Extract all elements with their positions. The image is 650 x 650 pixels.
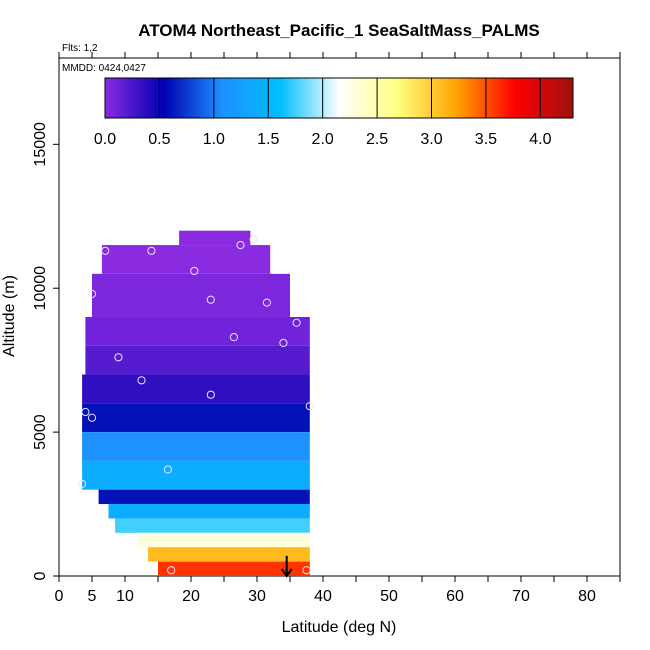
sample-point-12 bbox=[137, 376, 146, 385]
sample-point-20 bbox=[302, 566, 311, 575]
arrow-head bbox=[280, 568, 293, 578]
heatmap-cell-10 bbox=[108, 504, 310, 519]
sample-point-3 bbox=[147, 246, 156, 255]
sample-point-9 bbox=[229, 333, 238, 342]
sample-point-4 bbox=[190, 266, 199, 276]
x-tick-label: 80 bbox=[578, 588, 596, 605]
x-axis: 0 5 10 20 30 40 50 60 70 80 bbox=[55, 52, 621, 605]
sample-point-0 bbox=[249, 235, 258, 244]
position-arrow bbox=[280, 555, 293, 578]
plot-frame bbox=[58, 57, 621, 577]
colorbar-tick-label: 4.0 bbox=[529, 131, 551, 148]
sample-point-17 bbox=[163, 465, 172, 474]
sample-point-8 bbox=[292, 318, 301, 327]
sample-point-13 bbox=[206, 390, 215, 399]
x-tick-label: 70 bbox=[512, 588, 530, 605]
sample-point-15 bbox=[81, 407, 90, 417]
sample-point-10 bbox=[279, 338, 288, 347]
heatmap-cell-7 bbox=[82, 432, 310, 461]
colorbar-tick-label: 3.5 bbox=[475, 131, 497, 148]
heatmap-cell-6 bbox=[82, 403, 310, 433]
heatmap-cell-4 bbox=[85, 345, 310, 375]
heatmap-cell-0 bbox=[179, 230, 251, 246]
sample-point-11 bbox=[114, 353, 123, 362]
x-tick-label: 50 bbox=[380, 588, 398, 605]
sample-point-1 bbox=[236, 240, 245, 250]
colorbar-tick-label: 0.0 bbox=[94, 131, 116, 148]
sample-point-6 bbox=[206, 295, 215, 304]
flights-label: Flts: 1,2 bbox=[62, 43, 98, 54]
y-tick-label: 10000 bbox=[32, 266, 49, 311]
colorbar-tick-label: 0.5 bbox=[148, 131, 170, 148]
colorbar: 0.0 0.5 1.0 1.5 2.0 2.5 3.0 3.5 4.0 bbox=[94, 77, 574, 148]
sample-point-5 bbox=[87, 289, 97, 299]
sample-point-18 bbox=[78, 479, 87, 489]
x-tick-label: 60 bbox=[446, 588, 464, 605]
colorbar-tick-label: 2.5 bbox=[366, 131, 388, 148]
sample-point-19 bbox=[167, 566, 176, 575]
heatmap-cell-1 bbox=[101, 245, 271, 274]
y-axis-label: Altitude (m) bbox=[1, 275, 18, 357]
sample-point-16 bbox=[87, 413, 97, 422]
x-tick-label: 0 bbox=[55, 588, 64, 605]
colorbar-tick-label: 3.0 bbox=[420, 131, 442, 148]
heatmap-cell-8 bbox=[82, 460, 310, 490]
x-tick-label: 10 bbox=[116, 588, 134, 605]
sample-point-14 bbox=[305, 402, 314, 411]
dates-label: MMDD: 0424,0427 bbox=[62, 63, 146, 74]
colorbar-tick-label: 1.0 bbox=[203, 131, 225, 148]
colorbar-tick-label: 1.5 bbox=[257, 131, 279, 148]
y-tick-label: 15000 bbox=[32, 122, 49, 167]
colorbar-tick-label: 2.0 bbox=[312, 131, 334, 148]
x-tick-label: 40 bbox=[314, 588, 332, 605]
heatmap-cell-3 bbox=[85, 317, 310, 346]
x-tick-label: 30 bbox=[248, 588, 266, 605]
y-axis: 0 5000 10000 15000 bbox=[32, 122, 59, 580]
heatmap-cell-13 bbox=[148, 547, 310, 562]
y-tick-label: 5000 bbox=[32, 414, 49, 450]
sample-point-2 bbox=[101, 246, 110, 255]
heatmap-cell-14 bbox=[158, 561, 310, 576]
heatmap-cell-5 bbox=[82, 374, 310, 404]
heatmap-cell-11 bbox=[115, 518, 310, 533]
heatmap-cell-2 bbox=[92, 273, 290, 317]
sample-markers bbox=[78, 235, 314, 575]
sample-point-7 bbox=[262, 298, 271, 307]
x-tick-label: 5 bbox=[88, 588, 97, 605]
y-tick-label: 0 bbox=[32, 571, 49, 580]
colorbar-gradient bbox=[104, 77, 574, 119]
heatmap-cells bbox=[82, 230, 310, 576]
chart-title: ATOM4 Northeast_Pacific_1 SeaSaltMass_PA… bbox=[138, 21, 540, 40]
heatmap-cell-9 bbox=[98, 489, 310, 505]
x-tick-label: 20 bbox=[182, 588, 200, 605]
x-axis-label: Latitude (deg N) bbox=[282, 619, 397, 636]
heatmap-cell-12 bbox=[138, 532, 310, 548]
